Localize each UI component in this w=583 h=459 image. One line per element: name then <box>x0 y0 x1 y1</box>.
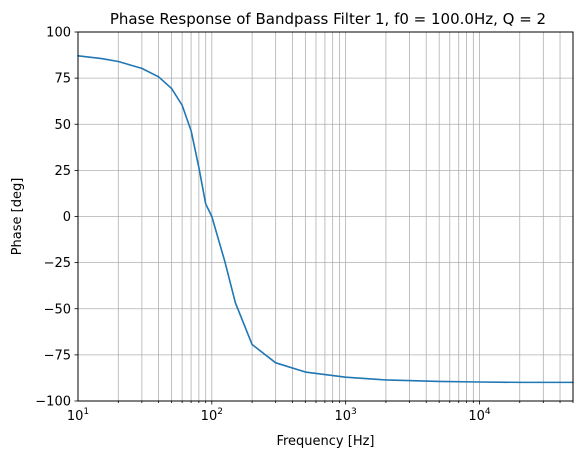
x-axis-label: Frequency [Hz] <box>276 434 374 449</box>
y-tick-label: −100 <box>35 395 71 410</box>
y-tick-label: 100 <box>46 26 71 41</box>
x-tick-label: 101 <box>67 407 89 424</box>
y-tick-label: 50 <box>54 118 71 133</box>
phase-series-line <box>77 54 574 384</box>
y-tick-label: −50 <box>44 302 71 317</box>
grid <box>78 32 574 401</box>
y-tick-label: 25 <box>54 164 71 179</box>
plot-area <box>77 54 574 384</box>
x-tick-label: 104 <box>468 407 491 424</box>
y-tick-label: −25 <box>44 256 71 271</box>
y-tick-label: 75 <box>54 72 71 87</box>
y-axis-label: Phase [deg] <box>10 178 25 256</box>
chart-title: Phase Response of Bandpass Filter 1, f0 … <box>110 10 546 28</box>
y-tick-label: −75 <box>44 348 71 363</box>
x-tick-label: 103 <box>335 407 357 424</box>
y-tick-label: 0 <box>63 210 71 225</box>
x-tick-label: 102 <box>201 407 223 424</box>
